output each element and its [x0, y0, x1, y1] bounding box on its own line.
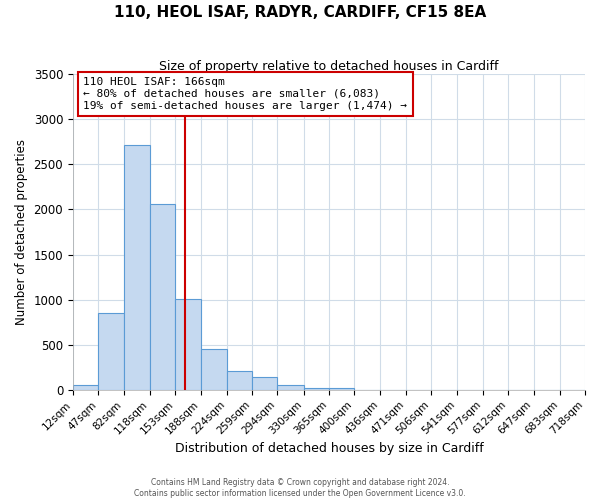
Text: 110, HEOL ISAF, RADYR, CARDIFF, CF15 8EA: 110, HEOL ISAF, RADYR, CARDIFF, CF15 8EA	[114, 5, 486, 20]
Bar	[304, 388, 329, 390]
Bar	[329, 388, 355, 390]
Bar	[98, 313, 124, 390]
Bar	[150, 204, 175, 390]
Y-axis label: Number of detached properties: Number of detached properties	[15, 139, 28, 325]
Bar	[175, 299, 200, 390]
X-axis label: Distribution of detached houses by size in Cardiff: Distribution of detached houses by size …	[175, 442, 484, 455]
Title: Size of property relative to detached houses in Cardiff: Size of property relative to detached ho…	[159, 60, 499, 73]
Bar	[252, 377, 277, 390]
Bar	[124, 144, 150, 390]
Bar	[277, 385, 304, 390]
Text: Contains HM Land Registry data © Crown copyright and database right 2024.
Contai: Contains HM Land Registry data © Crown c…	[134, 478, 466, 498]
Bar	[227, 372, 252, 390]
Bar	[200, 349, 227, 390]
Bar	[73, 385, 98, 390]
Text: 110 HEOL ISAF: 166sqm
← 80% of detached houses are smaller (6,083)
19% of semi-d: 110 HEOL ISAF: 166sqm ← 80% of detached …	[83, 78, 407, 110]
